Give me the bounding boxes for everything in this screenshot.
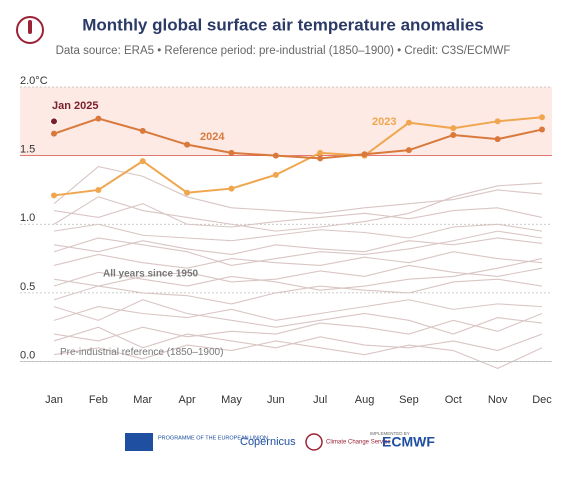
point — [450, 125, 457, 132]
x-tick-label: Oct — [445, 394, 462, 406]
footer-text: Climate Change Service — [326, 440, 391, 446]
x-tick-label: Mar — [133, 394, 152, 406]
x-tick-label: Sep — [399, 394, 419, 406]
background-line — [53, 203, 543, 228]
point — [405, 147, 412, 154]
background-line — [53, 326, 543, 352]
background-line — [53, 299, 543, 321]
background-line — [53, 223, 543, 242]
series-label: 2023 — [372, 116, 396, 128]
point — [272, 152, 279, 159]
point — [317, 155, 324, 162]
x-tick-label: Jun — [267, 394, 285, 406]
point — [494, 136, 501, 143]
point — [51, 192, 57, 199]
point — [95, 186, 102, 193]
point — [184, 141, 191, 148]
x-tick-label: May — [221, 394, 242, 406]
x-tick-label: Apr — [179, 394, 196, 406]
background-line — [53, 312, 543, 342]
x-tick-label: Dec — [532, 394, 552, 406]
point — [228, 185, 235, 192]
c3s-icon — [305, 433, 323, 451]
threshold-band — [20, 87, 552, 156]
point — [539, 114, 545, 121]
point — [50, 117, 58, 126]
x-tick-label: Nov — [488, 394, 508, 406]
background-line — [53, 251, 543, 269]
eu-flag — [125, 433, 153, 451]
point — [139, 158, 146, 165]
reference-label: Pre-industrial reference (1850–1900) — [60, 347, 223, 358]
background-line — [53, 182, 543, 232]
y-tick-label: 1.5 — [20, 144, 35, 156]
footer-text: Copernicus — [240, 436, 296, 448]
y-tick-label: 1.0 — [20, 212, 35, 224]
footer-text: ECMWF — [382, 434, 435, 450]
x-tick-label: Feb — [89, 394, 108, 406]
series-label: 2024 — [200, 131, 225, 143]
background-line — [53, 166, 543, 214]
y-tick-label: 2.0°C — [20, 75, 48, 87]
x-tick-label: Jan — [45, 394, 63, 406]
point — [184, 189, 191, 196]
logo-icon — [28, 20, 32, 34]
y-tick-label: 0.5 — [20, 281, 35, 293]
y-tick-label: 0.0 — [20, 349, 35, 361]
x-tick-label: Aug — [355, 394, 375, 406]
point — [317, 149, 324, 156]
point — [361, 151, 368, 158]
background-line — [53, 230, 543, 267]
point — [228, 149, 235, 156]
background-line — [53, 258, 543, 291]
series-label: Jan 2025 — [52, 100, 98, 112]
background-line — [53, 340, 543, 369]
background-line — [53, 278, 543, 305]
footer-text: PROGRAMME OF THE EUROPEAN UNION — [158, 435, 268, 441]
chart-title: Monthly global surface air temperature a… — [82, 15, 484, 34]
chart-subtitle: Data source: ERA5 • Reference period: pr… — [56, 45, 511, 57]
background-line — [53, 237, 543, 256]
series-line — [53, 116, 543, 197]
point — [405, 119, 412, 126]
point — [494, 118, 501, 125]
background-label: All years since 1950 — [103, 269, 199, 280]
x-tick-label: Jul — [313, 394, 327, 406]
logo-icon — [16, 16, 44, 44]
footer-text: IMPLEMENTED BY — [370, 431, 410, 436]
point — [95, 115, 102, 122]
background-line — [53, 299, 543, 335]
series-line — [53, 117, 543, 160]
point — [51, 130, 57, 137]
point — [450, 132, 457, 139]
point — [272, 171, 279, 178]
point — [539, 126, 545, 133]
point — [139, 127, 146, 134]
